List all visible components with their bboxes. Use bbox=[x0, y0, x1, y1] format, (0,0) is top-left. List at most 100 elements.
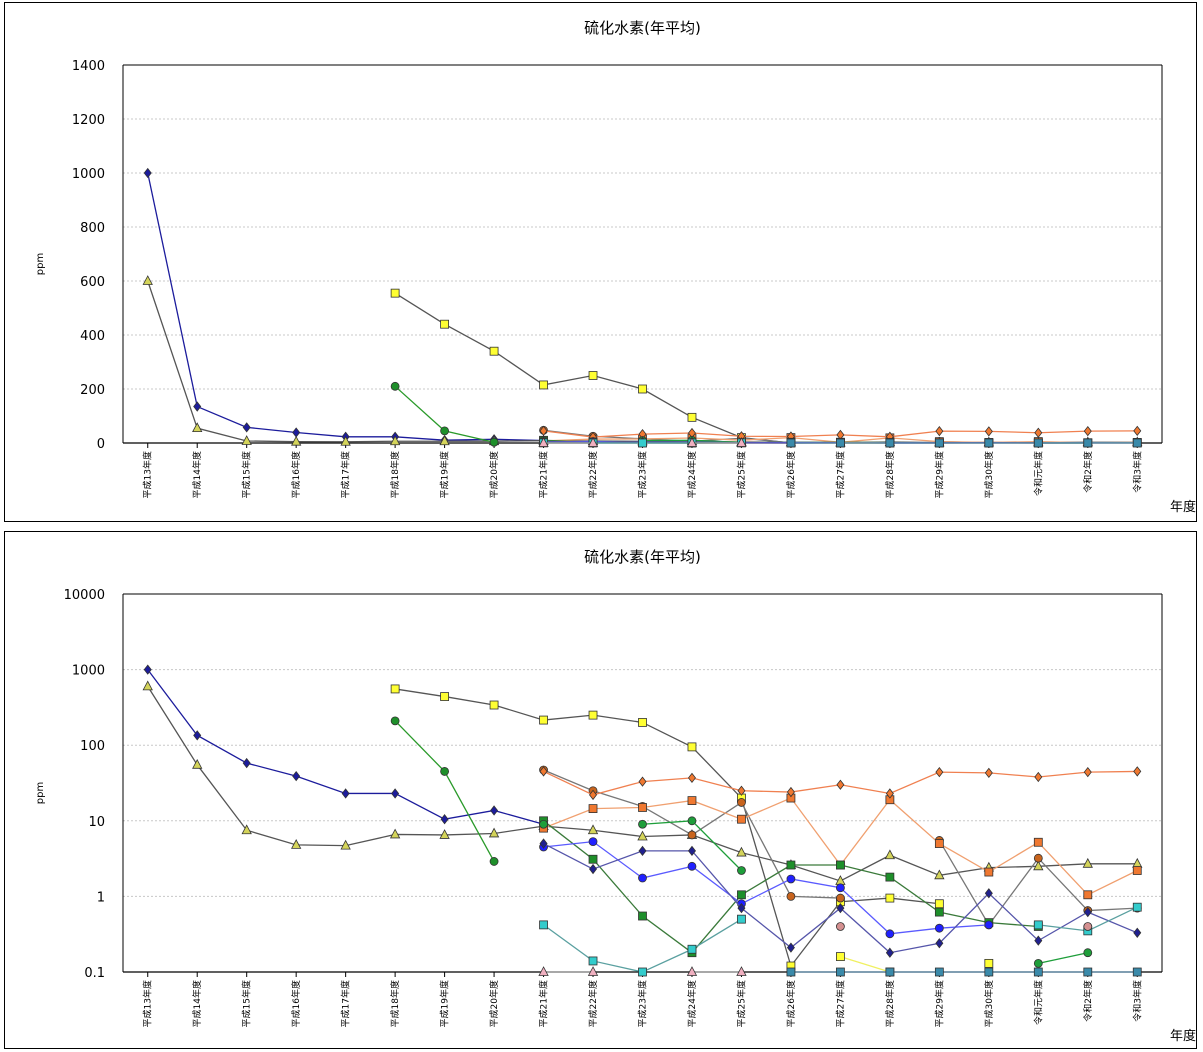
data-point bbox=[836, 967, 845, 977]
data-point bbox=[588, 956, 598, 966]
series-11 bbox=[539, 902, 1142, 977]
x-tick-label: 平成19年度 bbox=[439, 980, 451, 1027]
data-point bbox=[638, 438, 647, 448]
series-14 bbox=[538, 437, 747, 447]
data-point bbox=[193, 730, 202, 741]
data-point bbox=[984, 920, 994, 930]
data-point bbox=[637, 830, 648, 841]
x-tick-label: 平成17年度 bbox=[340, 451, 352, 498]
data-point bbox=[836, 952, 845, 961]
data-point bbox=[638, 803, 647, 812]
x-tick-label: 平成22年度 bbox=[587, 980, 599, 1027]
data-point bbox=[885, 967, 895, 977]
data-point bbox=[488, 827, 500, 838]
x-tick-label: 平成20年度 bbox=[488, 451, 500, 498]
data-point bbox=[588, 837, 598, 847]
x-tick-label: 平成22年度 bbox=[587, 451, 599, 498]
data-point bbox=[885, 872, 895, 882]
data-point bbox=[984, 967, 994, 977]
series-line bbox=[147, 280, 1138, 444]
data-point bbox=[736, 437, 747, 447]
x-tick-label: 平成16年度 bbox=[290, 451, 302, 498]
data-point bbox=[587, 437, 599, 447]
data-point bbox=[836, 860, 845, 870]
data-point bbox=[390, 288, 400, 298]
x-tick-label: 平成15年度 bbox=[241, 980, 253, 1027]
data-point bbox=[142, 275, 153, 285]
data-point bbox=[192, 422, 203, 433]
data-point bbox=[885, 788, 894, 799]
data-point bbox=[390, 684, 400, 694]
data-point bbox=[934, 907, 944, 917]
data-point bbox=[885, 929, 895, 939]
data-point bbox=[934, 438, 944, 448]
series-2 bbox=[390, 288, 944, 448]
series-10 bbox=[539, 838, 1142, 958]
y-tick-label: 10 bbox=[88, 815, 105, 830]
data-point bbox=[836, 893, 845, 903]
data-point bbox=[638, 911, 647, 921]
data-point bbox=[687, 742, 697, 752]
data-point bbox=[935, 767, 944, 778]
data-point bbox=[291, 435, 302, 446]
data-point bbox=[539, 838, 548, 849]
y-tick-label: 0 bbox=[97, 437, 105, 452]
data-point bbox=[687, 861, 697, 871]
data-point bbox=[391, 788, 400, 799]
data-point bbox=[142, 680, 153, 691]
series-line bbox=[147, 669, 544, 825]
data-point bbox=[885, 947, 894, 958]
data-point bbox=[588, 804, 598, 814]
data-point bbox=[638, 819, 647, 829]
data-point bbox=[638, 718, 647, 727]
data-point bbox=[687, 944, 697, 954]
data-point bbox=[589, 863, 598, 875]
data-point bbox=[489, 346, 499, 356]
data-point bbox=[687, 830, 697, 840]
data-point bbox=[539, 920, 548, 930]
data-point bbox=[984, 438, 994, 448]
data-point bbox=[687, 816, 697, 826]
data-point bbox=[242, 422, 251, 433]
data-point bbox=[984, 958, 994, 968]
data-point bbox=[1083, 890, 1093, 900]
data-point bbox=[1033, 853, 1043, 863]
data-point bbox=[836, 883, 845, 893]
x-tick-label: 平成18年度 bbox=[389, 451, 401, 498]
y-tick-label: 1000 bbox=[72, 664, 105, 679]
data-point bbox=[440, 767, 449, 776]
data-point bbox=[192, 758, 203, 769]
data-point bbox=[389, 435, 401, 446]
data-point bbox=[439, 435, 450, 446]
data-point bbox=[935, 938, 944, 949]
data-point bbox=[1033, 958, 1043, 968]
data-point bbox=[1083, 906, 1092, 918]
x-tick-label: 平成23年度 bbox=[637, 451, 649, 498]
x-tick-label: 平成30年度 bbox=[983, 980, 995, 1027]
data-point bbox=[786, 786, 795, 798]
data-point bbox=[935, 425, 944, 437]
series-line bbox=[1038, 952, 1088, 965]
data-point bbox=[538, 437, 549, 447]
data-point bbox=[687, 845, 696, 857]
data-point bbox=[984, 867, 994, 877]
data-point bbox=[737, 914, 746, 924]
series-0 bbox=[143, 167, 548, 446]
series-line bbox=[394, 720, 495, 862]
data-point bbox=[686, 437, 698, 447]
data-point bbox=[836, 438, 845, 448]
series-8 bbox=[539, 816, 1093, 968]
x-tick-label: 平成17年度 bbox=[340, 980, 352, 1027]
data-point bbox=[934, 899, 944, 909]
y-tick-label: 600 bbox=[80, 275, 105, 290]
data-point bbox=[885, 438, 895, 448]
x-tick-label: 平成27年度 bbox=[834, 980, 846, 1027]
data-point bbox=[736, 966, 747, 976]
data-point bbox=[1083, 425, 1092, 437]
data-point bbox=[341, 788, 350, 799]
data-point bbox=[538, 966, 549, 976]
y-tick-label: 1 bbox=[97, 890, 105, 905]
data-point bbox=[1132, 967, 1142, 977]
series-2 bbox=[390, 684, 944, 971]
data-point bbox=[934, 839, 944, 848]
